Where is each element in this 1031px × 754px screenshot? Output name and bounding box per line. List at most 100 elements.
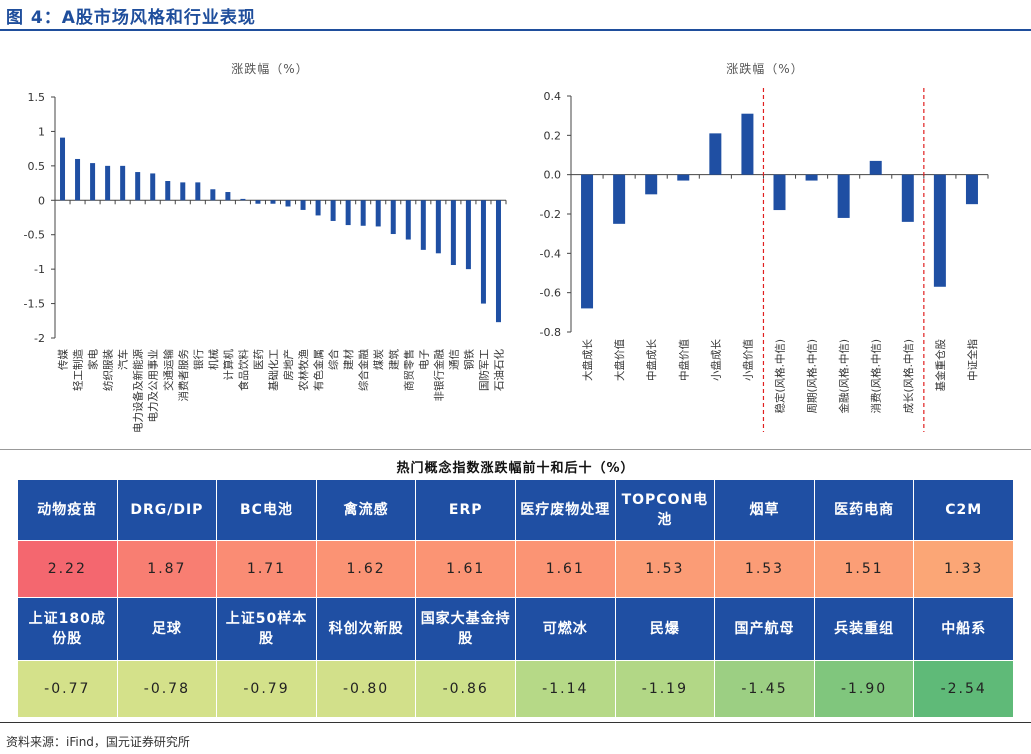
x-tick-label: 汽车 [117,349,130,370]
y-tick-label: -0.2 [540,208,561,221]
x-tick-label: 国防军工 [477,349,490,391]
top-concept-name: 医疗废物处理 [515,480,616,541]
x-tick-label: 食品饮料 [237,349,250,391]
top-concept-value: 1.62 [316,541,417,598]
bar [677,174,690,181]
bar [255,200,261,204]
x-tick-label: 传媒 [57,349,70,370]
x-tick-label: 通信 [448,349,460,370]
bar [120,165,126,201]
x-tick-label: 石油石化 [492,349,505,391]
bar [581,174,594,309]
bottom-concept-value: -1.19 [615,661,716,718]
bottom-concept-value: -2.54 [914,661,1014,718]
bar [270,200,276,204]
bar [869,160,882,175]
top-concept-value: 2.22 [18,541,118,598]
bottom-concept-value: -0.86 [416,661,516,718]
top-concept-value: 1.53 [615,541,716,598]
top-concept-name: C2M [914,480,1014,541]
chart-title: 涨跌幅（%） [726,61,803,76]
bar [210,189,216,201]
x-tick-label: 大盘成长 [581,339,594,381]
y-tick-label: 1.5 [28,91,46,104]
bottom-concept-value: -0.77 [18,661,118,718]
top-concept-value: 1.61 [416,541,516,598]
x-tick-label: 成长(风格.中信) [902,339,915,414]
concept-table: 动物疫苗 DRG/DIP BC电池 禽流感 ERP 医疗废物处理 TOPCON电池 烟草 医药电… [18,480,1014,718]
top-concept-name: 医药电商 [814,480,915,541]
top-concept-value: 1.71 [217,541,317,598]
x-tick-label: 家电 [87,349,100,370]
x-tick-label: 电力及公用事业 [147,349,160,423]
y-tick-label: 0 [38,194,45,207]
bar [805,174,818,181]
bottom-concept-value: -0.79 [217,661,317,718]
bar [360,200,366,226]
x-tick-label: 有色金属 [312,349,325,391]
bar [135,172,141,201]
y-tick-label: 0.2 [544,129,562,142]
bottom-concept-name: 民爆 [615,598,716,661]
bottom-concept-value: -1.90 [814,661,915,718]
x-tick-label: 综合金融 [357,349,370,391]
x-tick-label: 小盘成长 [709,339,722,381]
x-tick-label: 交通运输 [162,349,175,391]
x-tick-label: 基金重仓股 [934,339,947,392]
industry-bar-chart: 涨跌幅（%） 1.5 1 0.5 0 -0.5 -1 -1.5 -2 传媒 轻工制造 家电 纺织服装 汽车… [24,61,507,433]
top-concept-name: TOPCON电池 [615,480,716,541]
bar [345,200,351,226]
bar [495,200,501,323]
y-tick-label: 0.5 [28,160,46,173]
bar [435,200,441,254]
bar [390,200,396,235]
bottom-concept-value: -0.78 [117,661,218,718]
bar [405,200,411,240]
bar [300,200,306,210]
bottom-concept-name: 科创次新股 [316,598,417,661]
bar [645,174,658,195]
x-tick-label: 中证全指 [966,339,979,381]
bar [105,165,111,201]
bar [150,173,156,201]
bottom-rule [0,722,1031,723]
bottom-concept-name: 可燃冰 [515,598,616,661]
bottom-concept-name: 中船系 [914,598,1014,661]
bar [709,133,722,175]
bar [330,200,336,221]
bottom-concept-value: -1.14 [515,661,616,718]
bottom-concept-name: 国产航母 [715,598,815,661]
bar [285,200,291,207]
x-tick-label: 稳定(风格.中信) [774,339,787,414]
top-concept-value: 1.61 [515,541,616,598]
bar [450,200,456,266]
x-tick-label: 金融(风格.中信) [838,339,851,414]
bar [741,113,754,175]
bottom-concept-value: -0.80 [316,661,417,718]
y-tick-label: -0.5 [24,229,45,242]
x-tick-label: 银行 [192,349,205,370]
x-tick-label: 房地产 [282,349,295,381]
bar [240,198,246,201]
bar [420,200,426,250]
bar [60,137,66,201]
bar [933,174,946,287]
top-concept-name: 禽流感 [316,480,417,541]
x-tick-label: 中盘价值 [677,339,690,381]
x-tick-label: 周期(风格.中信) [806,339,819,414]
bar [837,174,850,218]
bottom-concept-name: 国家大基金持股 [416,598,516,661]
y-tick-label: -0.8 [540,326,561,339]
x-tick-label: 基础化工 [267,349,280,391]
bar [965,174,978,205]
bar [315,200,321,216]
x-tick-label: 中盘成长 [645,339,658,381]
top-concept-value: 1.33 [914,541,1014,598]
top-concept-name: BC电池 [217,480,317,541]
bar [773,174,786,211]
x-tick-label: 煤炭 [372,349,385,370]
y-tick-label: 0.4 [544,90,562,103]
y-tick-label: -1.5 [24,298,45,311]
x-tick-label: 医药 [253,349,265,370]
x-tick-label: 建筑 [387,349,400,370]
